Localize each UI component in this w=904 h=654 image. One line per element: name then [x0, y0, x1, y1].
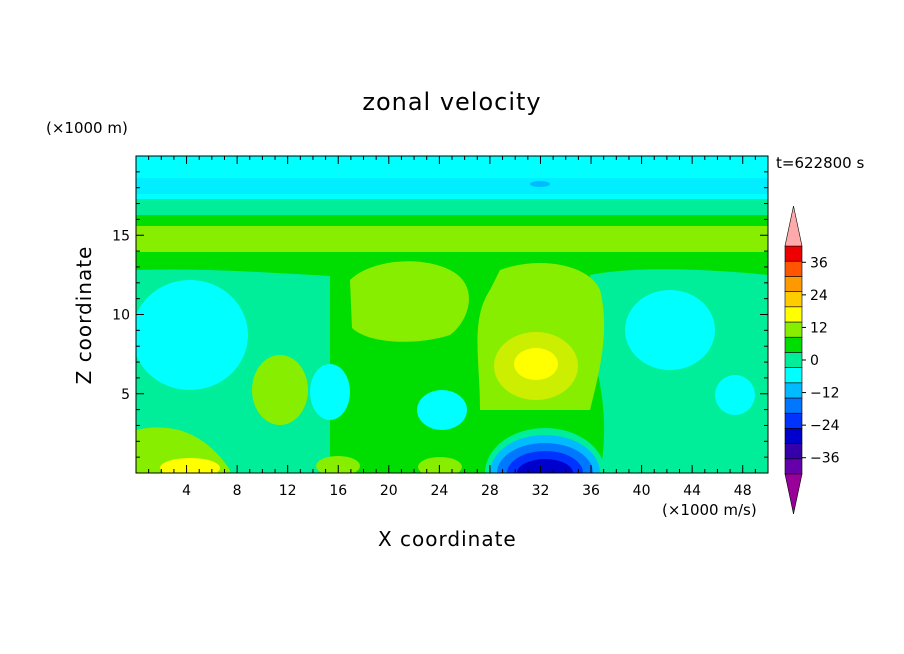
- y-tick-label: 5: [121, 387, 130, 403]
- colorbar-tick-label: 12: [810, 320, 828, 336]
- colorbar-segment: [784, 382, 803, 399]
- colorbar-segment: [784, 245, 803, 262]
- colorbar-segment: [784, 443, 803, 460]
- chart-title: zonal velocity: [362, 88, 542, 116]
- colorbar-segment: [784, 412, 803, 429]
- colorbar-tick-label: 36: [810, 255, 828, 271]
- x-tick-label: 28: [481, 483, 499, 499]
- x-tick-label: 4: [182, 483, 191, 499]
- colorbar: −36 −24 −12 0 12 24 36: [784, 205, 840, 515]
- x-axis-unit: (×1000 m/s): [662, 501, 757, 519]
- colorbar-segment: [784, 428, 803, 444]
- colorbar-segment: [784, 260, 803, 277]
- x-tick-label: 36: [582, 483, 600, 499]
- colorbar-segment: [784, 367, 803, 384]
- y-tick-label: 10: [112, 308, 130, 324]
- x-tick-label: 40: [633, 483, 651, 499]
- colorbar-under-arrow: [784, 473, 803, 515]
- time-label: t=622800 s: [776, 154, 865, 172]
- colorbar-segment: [784, 458, 803, 475]
- colorbar-segment: [784, 352, 803, 368]
- colorbar-segment: [784, 276, 803, 292]
- x-axis-ticks: 4 8 12 16 20 24 28 32 36 40 44 48: [148, 156, 756, 499]
- colorbar-tick-label: −24: [810, 418, 840, 434]
- x-tick-label: 20: [380, 483, 398, 499]
- contour-field: [136, 156, 768, 473]
- colorbar-segment: [784, 336, 803, 353]
- colorbar-segment: [784, 291, 803, 308]
- colorbar-tick-label: 24: [810, 288, 828, 304]
- y-axis-ticks: 5 10 15: [112, 171, 768, 458]
- x-tick-label: 44: [683, 483, 701, 499]
- x-tick-label: 24: [430, 483, 448, 499]
- colorbar-segment: [784, 321, 803, 338]
- x-tick-label: 16: [329, 483, 347, 499]
- x-tick-label: 32: [532, 483, 550, 499]
- colorbar-segment: [784, 397, 803, 414]
- colorbar-segment: [784, 306, 803, 323]
- y-axis-unit: (×1000 m): [46, 119, 128, 137]
- x-tick-label: 48: [734, 483, 752, 499]
- x-tick-label: 8: [233, 483, 242, 499]
- x-axis-label: X coordinate: [378, 527, 517, 551]
- colorbar-over-arrow: [784, 205, 803, 247]
- colorbar-tick-label: −12: [810, 386, 840, 402]
- colorbar-tick-label: −36: [810, 451, 840, 467]
- y-tick-label: 15: [112, 228, 130, 244]
- x-tick-label: 12: [279, 483, 297, 499]
- colorbar-tick-label: 0: [810, 353, 819, 369]
